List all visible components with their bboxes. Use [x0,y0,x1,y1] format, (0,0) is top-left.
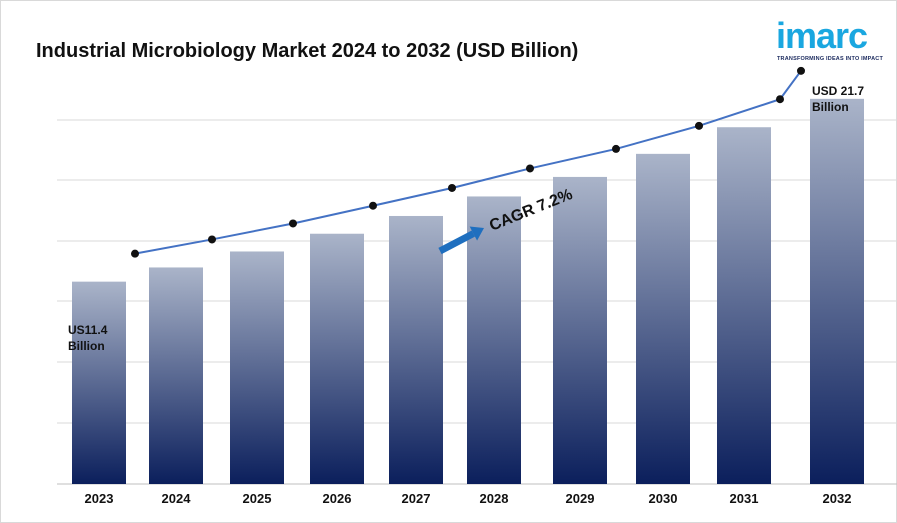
x-tick-2027: 2027 [402,491,431,506]
x-tick-2031: 2031 [730,491,759,506]
start-value-label: US11.4 Billion [68,322,107,354]
start-value-line1: US11.4 [68,323,108,337]
bar-2023 [72,281,126,484]
imarc-logo: imarc TRANSFORMING IDEAS INTO IMPACT [776,16,888,64]
bar-2028 [467,196,521,484]
logo-tagline: TRANSFORMING IDEAS INTO IMPACT [777,56,884,62]
trend-point-2024 [208,235,216,244]
x-tick-2026: 2026 [323,491,352,506]
trend-point-2031 [776,95,784,104]
end-value-line2: Billion [812,100,849,114]
cagr-arrow-head [469,226,484,241]
trend-point-2026 [369,201,377,210]
end-value-label: USD 21.7 Billion [812,83,864,115]
trend-point-2032 [797,66,805,75]
bar-2024 [149,267,203,484]
trend-point-2028 [526,164,534,173]
bar-2026 [310,233,364,484]
x-tick-2028: 2028 [480,491,509,506]
bar-2030 [636,153,690,484]
trend-point-2025 [289,219,297,228]
trend-polyline [134,70,802,255]
trend-point-2029 [612,144,620,153]
end-value-line1: USD 21.7 [812,84,865,98]
bar-2032 [810,98,864,484]
logo-wordmark: imarc [776,15,868,56]
x-tick-2025: 2025 [243,491,272,506]
cagr-arrow-shaft [438,230,475,255]
trend-line [131,66,805,258]
bars [72,98,864,485]
bar-2029 [553,176,607,485]
bar-2031 [717,127,771,484]
trend-point-2023 [131,249,139,258]
start-value-line2: Billion [68,339,105,353]
x-tick-2032: 2032 [823,491,852,506]
x-tick-2029: 2029 [566,491,595,506]
bar-2027 [389,215,443,484]
bar-2025 [230,251,284,484]
x-tick-2023: 2023 [85,491,114,506]
x-tick-labels: 2023 2024 2025 2026 2027 2028 2029 2030 2031 2032 [85,491,852,506]
x-tick-2030: 2030 [649,491,678,506]
x-tick-2024: 2024 [162,491,192,506]
chart-title: Industrial Microbiology Market 2024 to 2… [36,40,579,62]
trend-point-2027 [448,183,456,192]
trend-point-2030 [695,121,703,130]
